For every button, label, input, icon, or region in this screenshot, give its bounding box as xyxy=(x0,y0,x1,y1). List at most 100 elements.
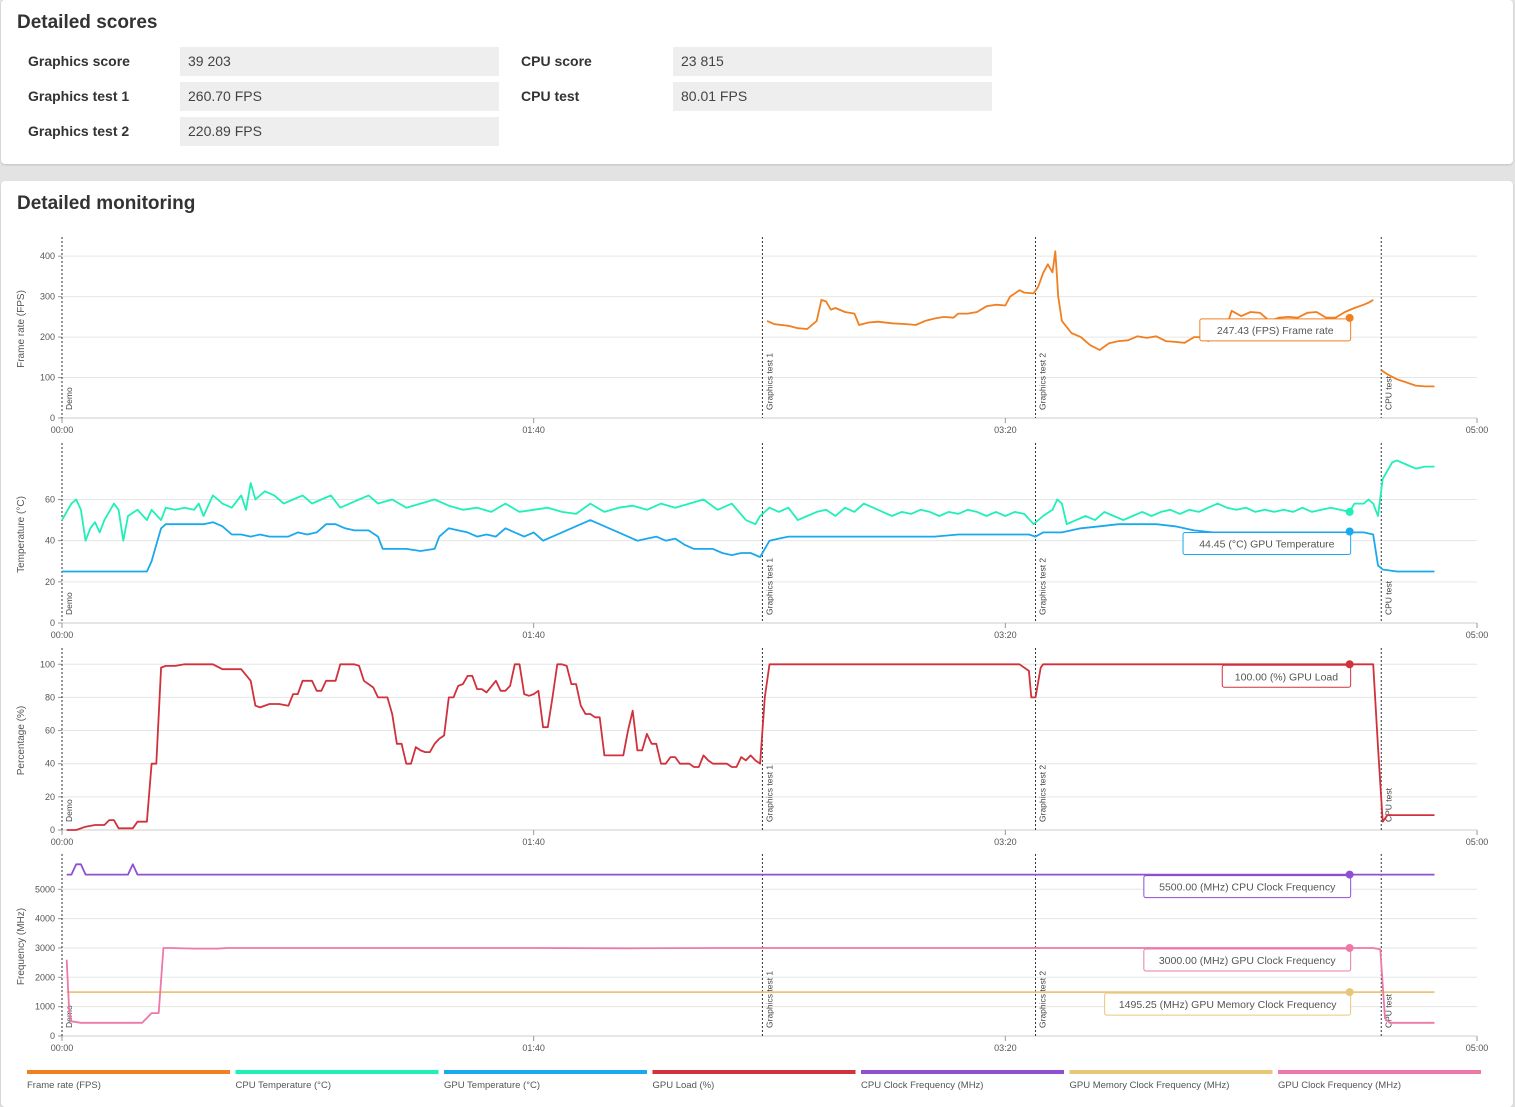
tooltip-point xyxy=(1345,870,1354,879)
y-axis-label: Percentage (%) xyxy=(16,706,27,775)
y-axis-label: Frequency (MHz) xyxy=(16,908,27,985)
x-tick-label: 03:20 xyxy=(994,630,1017,640)
marker-label-demo: Demo xyxy=(64,387,74,410)
tooltip-point xyxy=(1345,988,1354,997)
cpu-score-label: CPU score xyxy=(521,53,592,69)
legend-item-frame-rate-fps: Frame rate (FPS) xyxy=(27,1080,101,1091)
y-tick-label: 3000 xyxy=(35,943,55,953)
series-line-gpu-clock-frequency-mhz xyxy=(65,947,1435,1024)
legend-item-gpu-load: GPU Load (%) xyxy=(653,1080,715,1091)
tooltip-point xyxy=(1345,660,1354,669)
x-tick-label: 00:00 xyxy=(51,837,74,847)
series-line-cpu-temperature-c xyxy=(61,459,1435,542)
marker-label-cpu-test: CPU test xyxy=(1383,993,1393,1028)
y-tick-label: 4000 xyxy=(35,914,55,924)
marker-label-demo: Demo xyxy=(64,592,74,615)
series-line-gpu-temperature-c xyxy=(62,519,1435,573)
y-tick-label: 0 xyxy=(50,413,55,423)
graphics-test-2-value: 220.89 FPS xyxy=(180,117,499,146)
legend-item-cpu-clock-frequency-mhz: CPU Clock Frequency (MHz) xyxy=(861,1080,983,1091)
x-tick-label: 01:40 xyxy=(522,837,545,847)
legend-swatch xyxy=(652,1070,856,1074)
marker-label-cpu-test: CPU test xyxy=(1383,375,1393,410)
graphics-score-value: 39 203 xyxy=(180,47,499,76)
tooltip-box xyxy=(1221,664,1352,688)
marker-label-graphics-test-1: Graphics test 1 xyxy=(764,558,774,615)
graphics-test-1-label: Graphics test 1 xyxy=(28,88,130,104)
legend-item-gpu-temperature-c: GPU Temperature (°C) xyxy=(444,1080,540,1091)
tooltip-text: 1495.25 (MHz) GPU Memory Clock Frequency xyxy=(1119,999,1337,1011)
x-tick-label: 00:00 xyxy=(51,425,74,435)
marker-label-graphics-test-2: Graphics test 2 xyxy=(1038,353,1048,410)
marker-label-graphics-test-2: Graphics test 2 xyxy=(1038,971,1048,1028)
y-tick-label: 400 xyxy=(40,251,55,261)
tooltip-box xyxy=(1182,532,1352,556)
detailed-monitoring-title: Detailed monitoring xyxy=(17,193,196,214)
marker-label-graphics-test-2: Graphics test 2 xyxy=(1038,558,1048,615)
y-tick-label: 20 xyxy=(45,577,55,587)
tooltip-point xyxy=(1345,527,1354,536)
tooltip-box xyxy=(1104,992,1352,1016)
chart-4: 0 1000 2000 3000 4000 5000 00:00 01:40 03:20 05:0… xyxy=(16,854,1488,1053)
x-tick-label: 01:40 xyxy=(522,1043,545,1053)
x-tick-label: 05:00 xyxy=(1466,1043,1489,1053)
y-tick-label: 20 xyxy=(45,792,55,802)
series-line-gpu-load xyxy=(66,663,1435,831)
x-tick-label: 03:20 xyxy=(994,1043,1017,1053)
legend-item-gpu-memory-clock-frequency-mhz: GPU Memory Clock Frequency (MHz) xyxy=(1070,1080,1230,1091)
legend-swatch xyxy=(1069,1070,1273,1074)
y-tick-label: 80 xyxy=(45,692,55,702)
graphics-score-label: Graphics score xyxy=(28,53,130,69)
x-tick-label: 05:00 xyxy=(1466,837,1489,847)
legend-swatch xyxy=(27,1070,230,1074)
x-tick-label: 05:00 xyxy=(1466,630,1489,640)
marker-label-graphics-test-2: Graphics test 2 xyxy=(1038,765,1048,822)
x-tick-label: 01:40 xyxy=(522,630,545,640)
y-tick-label: 60 xyxy=(45,495,55,505)
tooltip-text: 3000.00 (MHz) GPU Clock Frequency xyxy=(1159,955,1337,967)
marker-label-graphics-test-1: Graphics test 1 xyxy=(764,765,774,822)
chart-1: 0 100 200 300 400 00:00 01:40 03:20 05:00 Frame r… xyxy=(16,237,1488,435)
y-tick-label: 0 xyxy=(50,825,55,835)
legend-swatch xyxy=(861,1070,1064,1074)
graphics-test-2-label: Graphics test 2 xyxy=(28,123,130,139)
y-tick-label: 40 xyxy=(45,759,55,769)
legend: Frame rate (FPS) CPU Temperature (°C) GPU … xyxy=(27,1070,1481,1091)
y-axis-label: Frame rate (FPS) xyxy=(16,290,27,368)
legend-item-gpu-clock-frequency-mhz: GPU Clock Frequency (MHz) xyxy=(1278,1080,1401,1091)
series-line-frame-rate-fps xyxy=(766,250,1374,351)
detailed-scores-panel: Detailed scores Graphics score 39 203 Gr… xyxy=(1,0,1513,164)
chart-2: 0 20 40 60 00:00 01:40 03:20 05:00 Temperature (… xyxy=(16,443,1488,640)
tooltip-box xyxy=(1143,875,1352,899)
x-tick-label: 01:40 xyxy=(522,425,545,435)
legend-swatch xyxy=(1278,1070,1481,1074)
tooltip-text: 5500.00 (MHz) CPU Clock Frequency xyxy=(1159,882,1336,894)
series-line-cpu-clock-frequency-mhz xyxy=(66,863,1435,876)
cpu-test-value: 80.01 FPS xyxy=(673,82,992,111)
y-tick-label: 100 xyxy=(40,373,55,383)
chart-3: 0 20 40 60 80 100 00:00 01:40 03:20 05:00 Percenta… xyxy=(16,648,1488,847)
y-tick-label: 300 xyxy=(40,292,55,302)
x-tick-label: 00:00 xyxy=(51,1043,74,1053)
x-tick-label: 03:20 xyxy=(994,425,1017,435)
marker-label-demo: Demo xyxy=(64,799,74,822)
x-tick-label: 00:00 xyxy=(51,630,74,640)
marker-label-cpu-test: CPU test xyxy=(1383,580,1393,615)
graphics-test-1-value: 260.70 FPS xyxy=(180,82,499,111)
y-tick-label: 5000 xyxy=(35,884,55,894)
detailed-scores-title: Detailed scores xyxy=(17,12,158,33)
marker-label-demo: Demo xyxy=(64,1005,74,1028)
marker-label-graphics-test-1: Graphics test 1 xyxy=(764,353,774,410)
y-axis-label: Temperature (°C) xyxy=(16,496,27,573)
y-tick-label: 60 xyxy=(45,726,55,736)
tooltip-text: 44.45 (°C) GPU Temperature xyxy=(1199,539,1334,551)
series-line-frame-rate-fps xyxy=(1380,369,1435,388)
tooltip-point xyxy=(1345,507,1354,516)
y-tick-label: 1000 xyxy=(35,1002,55,1012)
legend-item-cpu-temperature-c: CPU Temperature (°C) xyxy=(236,1080,331,1091)
cpu-score-value: 23 815 xyxy=(673,47,992,76)
tooltip-box xyxy=(1199,318,1352,342)
cpu-test-label: CPU test xyxy=(521,88,580,104)
legend-swatch xyxy=(444,1070,647,1074)
